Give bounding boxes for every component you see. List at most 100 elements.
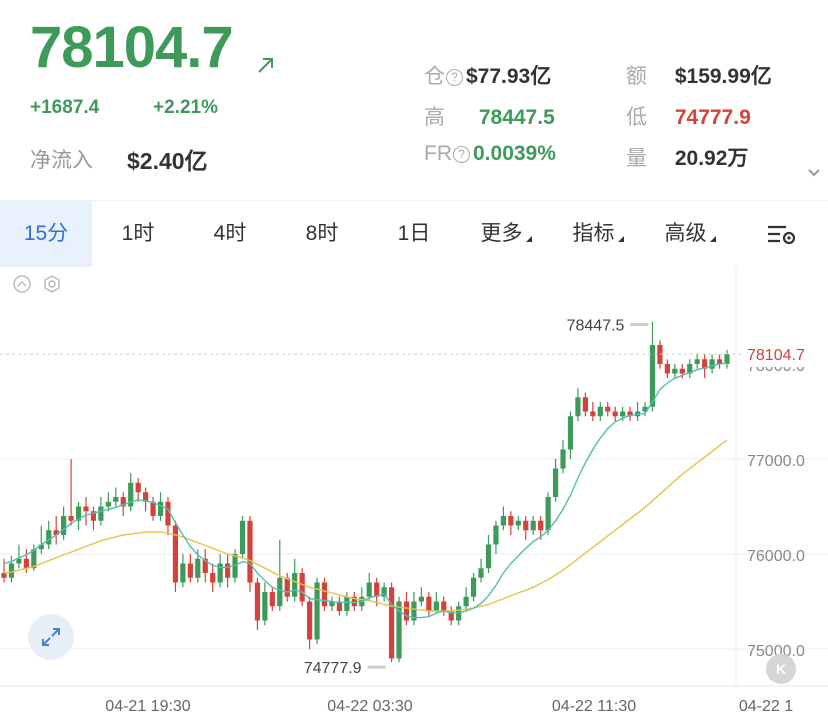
candle-body <box>172 525 179 583</box>
turnover-value: $159.99亿 <box>674 65 772 88</box>
tab-1h[interactable]: 1时 <box>121 222 155 245</box>
candle-body <box>157 501 164 516</box>
candle-body <box>225 563 231 578</box>
expand-icon <box>42 628 60 646</box>
last-price: 78104.7 <box>30 15 234 80</box>
tab-indicators[interactable]: 指标 <box>552 201 644 267</box>
low-marker-label: 74777.9 <box>304 660 362 677</box>
candle-body <box>567 416 574 450</box>
k-icon[interactable]: K <box>766 654 796 684</box>
candle-body <box>38 544 44 550</box>
candle-body <box>284 577 290 597</box>
candle-body <box>515 520 521 526</box>
funding-rate-label: FR <box>424 142 452 165</box>
tab-8h[interactable]: 8时 <box>305 222 339 245</box>
tab-1d[interactable]: 1日 <box>397 222 431 245</box>
candle-body <box>329 601 335 607</box>
candle-body <box>590 411 596 417</box>
candle-body <box>143 492 149 502</box>
high-stat: 高 78447.5 <box>424 101 555 131</box>
open-interest-label: 仓 <box>424 65 445 88</box>
tab-advanced[interactable]: 高级 <box>644 201 736 267</box>
candle-body <box>530 520 536 531</box>
high-label: 高 <box>424 106 445 129</box>
candle-body <box>672 368 678 374</box>
high-marker-label: 78447.5 <box>567 317 625 334</box>
hexagon-settings-icon[interactable] <box>42 274 62 294</box>
candle-body <box>411 601 417 621</box>
info-icon[interactable]: ? <box>453 146 470 163</box>
candle-body <box>716 359 723 364</box>
x-tick-label: 04-21 19:30 <box>105 698 191 715</box>
candle-body <box>433 601 439 611</box>
candle-body <box>247 520 253 583</box>
turnover-label: 额 <box>626 65 647 88</box>
volume-label: 量 <box>626 147 647 170</box>
candle-body <box>649 345 656 407</box>
turnover-stat: 额 $159.99亿 <box>626 60 772 90</box>
candle-body <box>545 497 551 531</box>
candle-body <box>128 482 134 507</box>
candle-body <box>657 345 663 364</box>
low-label: 低 <box>626 106 647 129</box>
tab-advanced-label: 高级 <box>664 222 707 245</box>
expand-button[interactable] <box>28 614 74 660</box>
candle-body <box>478 568 484 578</box>
candle-body <box>388 587 395 659</box>
dropdown-corner-icon <box>525 236 532 242</box>
candle-body <box>254 582 261 621</box>
candle-body <box>23 558 29 569</box>
candle-body <box>552 468 559 497</box>
candle-body <box>463 596 469 607</box>
funding-rate-value: 0.0039% <box>473 142 556 165</box>
tab-15m[interactable]: 15分 <box>0 201 92 267</box>
candle-body <box>135 482 141 493</box>
candle-body <box>120 497 126 507</box>
chevron-down-icon[interactable] <box>806 164 822 180</box>
price-change-percent: +2.21% <box>153 97 218 118</box>
x-tick-label: 04-22 11:30 <box>552 698 636 715</box>
candle-body <box>702 359 708 369</box>
y-tick-label: 76000.0 <box>747 548 805 565</box>
low-stat: 低 74777.9 <box>626 101 751 131</box>
candlestick-chart[interactable]: 77000.076000.075000.078000.078104.704-21… <box>0 266 828 718</box>
candle-body <box>90 511 97 521</box>
candle-body <box>687 364 693 374</box>
candle-body <box>150 501 156 516</box>
candle-body <box>98 506 104 521</box>
candle-body <box>68 516 74 521</box>
open-interest-value: $77.93亿 <box>466 65 552 88</box>
candle-body <box>485 544 492 569</box>
candle-body <box>508 516 514 526</box>
candle-body <box>642 406 648 412</box>
candle-body <box>277 577 283 607</box>
candle-body <box>187 563 193 578</box>
candle-body <box>31 549 37 569</box>
candle-body <box>500 516 506 526</box>
ticker-header: 78104.7 +1687.4 +2.21% 净流入 $2.40亿 仓? $77.… <box>0 0 828 192</box>
candle-body <box>75 506 82 521</box>
interval-tabs: 15分 1时 4时 8时 1日 更多 指标 高级 <box>0 200 828 267</box>
chart-settings-icon[interactable] <box>766 222 798 246</box>
candle-body <box>381 587 387 597</box>
current-price-badge <box>742 341 828 368</box>
dropdown-corner-icon <box>617 236 624 242</box>
candle-body <box>403 601 410 621</box>
info-icon[interactable]: ? <box>446 69 463 86</box>
collapse-icon[interactable] <box>12 274 32 294</box>
tab-more[interactable]: 更多 <box>460 201 552 267</box>
candle-body <box>262 592 268 621</box>
candle-body <box>709 359 715 369</box>
tab-4h[interactable]: 4时 <box>213 222 247 245</box>
candle-body <box>83 506 89 512</box>
candle-body <box>366 582 372 597</box>
candle-body <box>299 573 305 602</box>
tab-more-label: 更多 <box>480 222 523 245</box>
ma-slow-line <box>3 439 728 612</box>
x-tick-label: 04-22 03:30 <box>327 698 413 715</box>
candle-body <box>538 520 544 531</box>
net-inflow-value: $2.40亿 <box>127 148 208 174</box>
candle-body <box>627 411 633 417</box>
candle-body <box>46 530 52 545</box>
candle-body <box>336 601 343 611</box>
